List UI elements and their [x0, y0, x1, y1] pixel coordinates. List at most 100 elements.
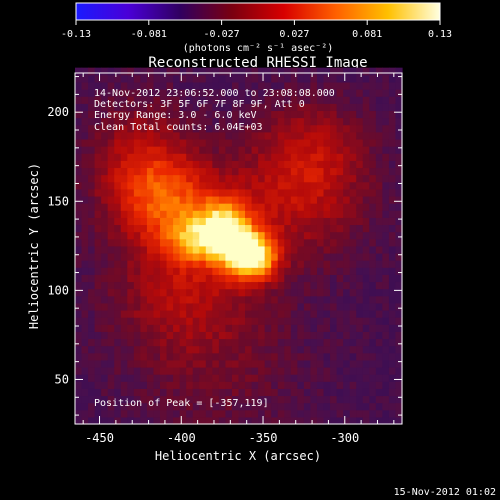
heatmap-cell	[88, 181, 96, 190]
heatmap-cell	[258, 146, 266, 154]
heatmap-cell	[81, 252, 89, 261]
heatmap-cell	[107, 252, 115, 261]
heatmap-cell	[277, 96, 285, 104]
heatmap-cell	[330, 238, 338, 247]
heatmap-cell	[218, 131, 227, 140]
heatmap-cell	[271, 195, 279, 204]
heatmap-cell	[323, 409, 331, 418]
heatmap-cell	[127, 245, 135, 254]
heatmap-cell	[271, 188, 279, 197]
heatmap-cell	[81, 96, 89, 104]
heatmap-cell	[323, 267, 331, 275]
heatmap-cell	[231, 338, 240, 347]
heatmap-cell	[316, 96, 325, 104]
heatmap-cell	[114, 210, 122, 218]
heatmap-cell	[81, 117, 89, 126]
heatmap-cell	[310, 338, 318, 347]
heatmap-cell	[88, 317, 96, 325]
heatmap-cell	[297, 345, 305, 354]
heatmap-cell	[166, 110, 174, 119]
heatmap-cell	[382, 345, 390, 354]
heatmap-cell	[166, 317, 174, 325]
heatmap-cell	[173, 89, 181, 97]
heatmap-cell	[199, 245, 207, 254]
heatmap-cell	[101, 409, 109, 418]
heatmap-cell	[133, 260, 141, 268]
heatmap-cell	[186, 131, 194, 140]
heatmap-cell	[395, 74, 403, 83]
heatmap-cell	[81, 67, 89, 76]
heatmap-cell	[133, 324, 141, 332]
heatmap-cell	[330, 103, 338, 112]
heatmap-cell	[186, 188, 194, 197]
heatmap-cell	[218, 388, 227, 397]
heatmap-cell	[205, 210, 213, 218]
heatmap-cell	[395, 203, 403, 211]
heatmap-cell	[225, 81, 233, 90]
heatmap-cell	[349, 224, 357, 233]
heatmap-cell	[146, 409, 155, 418]
heatmap-cell	[81, 103, 89, 112]
heatmap-cell	[382, 131, 390, 140]
heatmap-cell	[310, 195, 318, 204]
heatmap-cell	[133, 174, 141, 183]
heatmap-cell	[336, 153, 344, 161]
heatmap-cell	[231, 238, 240, 247]
heatmap-cell	[94, 153, 102, 161]
heatmap-cell	[205, 345, 213, 354]
heatmap-cell	[81, 167, 89, 176]
heatmap-cell	[153, 146, 161, 154]
heatmap-cell	[310, 274, 318, 283]
heatmap-cell	[284, 181, 292, 190]
heatmap-cell	[343, 274, 351, 283]
heatmap-cell	[107, 324, 115, 332]
heatmap-cell	[146, 260, 155, 268]
heatmap-cell	[264, 153, 272, 161]
heatmap-cell	[336, 210, 344, 218]
heatmap-cell	[343, 67, 351, 76]
heatmap-cell	[375, 238, 383, 247]
heatmap-cell	[310, 260, 318, 268]
heatmap-cell	[94, 331, 102, 340]
heatmap-cell	[160, 81, 168, 90]
heatmap-cell	[238, 146, 246, 154]
heatmap-cell	[245, 402, 253, 411]
heatmap-cell	[160, 281, 168, 290]
heatmap-cell	[101, 352, 109, 361]
heatmap-cell	[336, 224, 344, 233]
heatmap-cell	[316, 409, 325, 418]
heatmap-cell	[81, 416, 89, 425]
heatmap-cell	[81, 245, 89, 254]
heatmap-cell	[199, 110, 207, 119]
heatmap-cell	[140, 381, 148, 389]
heatmap-cell	[362, 281, 370, 290]
heatmap-cell	[153, 359, 161, 368]
heatmap-cell	[388, 366, 397, 375]
heatmap-cell	[375, 374, 383, 382]
heatmap-cell	[290, 138, 298, 147]
heatmap-cell	[271, 103, 279, 112]
heatmap-cell	[264, 131, 272, 140]
heatmap-cell	[316, 89, 325, 97]
heatmap-cell	[362, 352, 370, 361]
heatmap-cell	[225, 174, 233, 183]
heatmap-cell	[336, 245, 344, 254]
heatmap-cell	[218, 146, 227, 154]
heatmap-cell	[114, 260, 122, 268]
heatmap-cell	[199, 96, 207, 104]
heatmap-cell	[277, 203, 285, 211]
heatmap-cell	[251, 252, 259, 261]
heatmap-cell	[303, 402, 312, 411]
heatmap-cell	[349, 231, 357, 240]
heatmap-cell	[88, 195, 96, 204]
heatmap-cell	[264, 124, 272, 133]
heatmap-cell	[258, 302, 266, 311]
heatmap-cell	[199, 274, 207, 283]
heatmap-cell	[173, 210, 181, 218]
heatmap-cell	[75, 167, 83, 176]
heatmap-cell	[133, 167, 141, 176]
heatmap-cell	[395, 409, 403, 418]
heatmap-cell	[323, 260, 331, 268]
heatmap-cell	[107, 409, 115, 418]
heatmap-cell	[251, 181, 259, 190]
